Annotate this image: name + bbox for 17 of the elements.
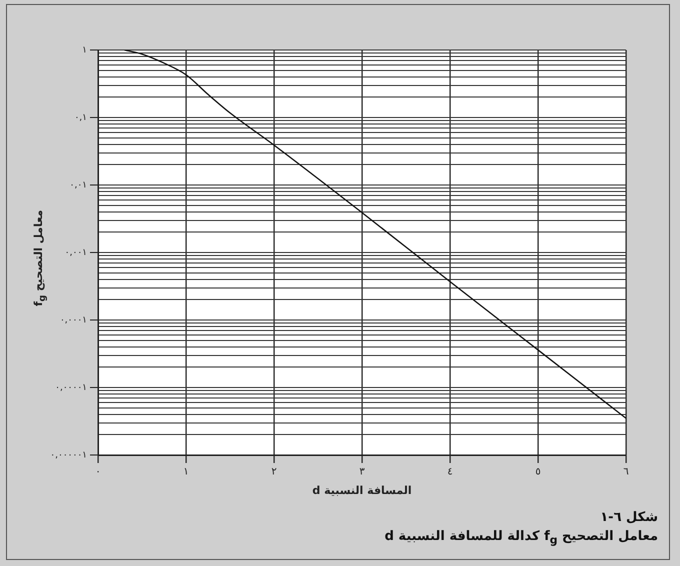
y-tick-label: ٠,٠٠٠١ — [60, 315, 87, 326]
y-tick-label: ٠,٠٠٠٠١ — [55, 382, 87, 393]
y-tick-label: ١ — [82, 45, 87, 56]
y-tick-label: ٠,٠٠٠٠٠١ — [50, 450, 87, 460]
x-tick-label: ٤ — [447, 466, 453, 478]
x-tick-label: ٣ — [359, 466, 366, 478]
x-tick-label: ٢ — [271, 466, 277, 478]
x-tick-label: ٠ — [95, 466, 101, 478]
x-tick-label: ٥ — [535, 466, 541, 478]
y-tick-label: ٠,٠٠١ — [64, 248, 87, 258]
y-tick-label: ٠,٠١ — [70, 180, 87, 190]
text: شكل ٦-١ — [599, 509, 658, 527]
x-tick-label: ٦ — [623, 466, 629, 478]
y-tick-label: ٠,١ — [74, 112, 87, 123]
x-axis-title: المسافة النسبية d — [311, 484, 413, 497]
line-series — [124, 50, 626, 419]
x-tick-label: ١ — [183, 466, 189, 478]
